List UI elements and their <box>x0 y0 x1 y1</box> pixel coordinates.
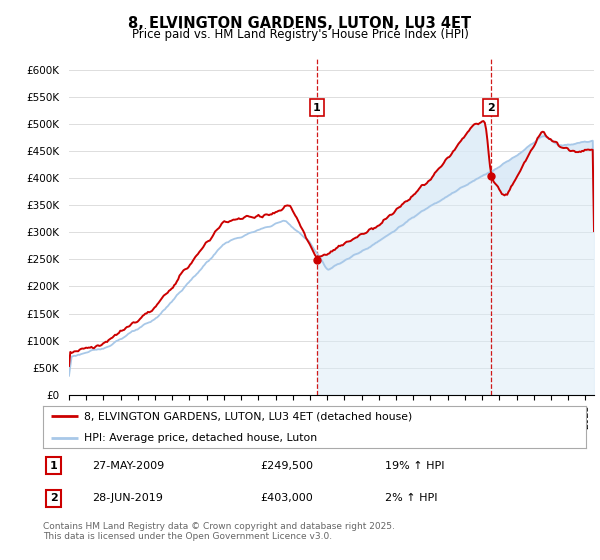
Text: 27-MAY-2009: 27-MAY-2009 <box>92 461 164 471</box>
Text: 19% ↑ HPI: 19% ↑ HPI <box>385 461 445 471</box>
Text: 2% ↑ HPI: 2% ↑ HPI <box>385 493 438 503</box>
Text: 1: 1 <box>313 102 321 113</box>
Text: £249,500: £249,500 <box>260 461 313 471</box>
Text: Price paid vs. HM Land Registry's House Price Index (HPI): Price paid vs. HM Land Registry's House … <box>131 28 469 41</box>
Text: Contains HM Land Registry data © Crown copyright and database right 2025.
This d: Contains HM Land Registry data © Crown c… <box>43 522 395 542</box>
Text: 2: 2 <box>50 493 58 503</box>
Text: 8, ELVINGTON GARDENS, LUTON, LU3 4ET (detached house): 8, ELVINGTON GARDENS, LUTON, LU3 4ET (de… <box>84 411 412 421</box>
Text: 1: 1 <box>50 461 58 471</box>
Text: £403,000: £403,000 <box>260 493 313 503</box>
Text: 8, ELVINGTON GARDENS, LUTON, LU3 4ET: 8, ELVINGTON GARDENS, LUTON, LU3 4ET <box>128 16 472 31</box>
Text: 2: 2 <box>487 102 494 113</box>
Text: HPI: Average price, detached house, Luton: HPI: Average price, detached house, Luto… <box>84 433 317 443</box>
Text: 28-JUN-2019: 28-JUN-2019 <box>92 493 163 503</box>
